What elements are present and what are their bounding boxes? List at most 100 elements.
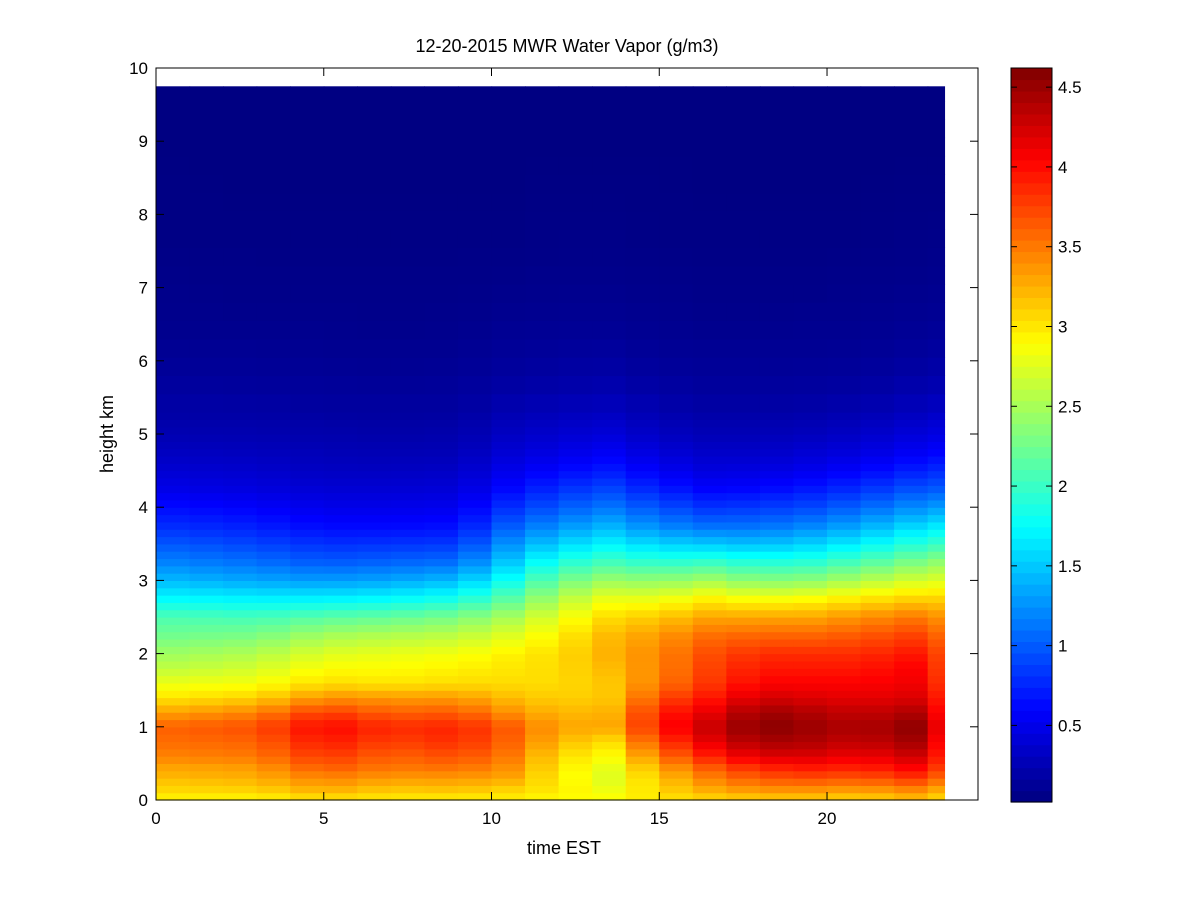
- heatmap-cell: [558, 283, 593, 303]
- heatmap-cell: [894, 210, 929, 230]
- heatmap-cell: [156, 638, 191, 647]
- heatmap-cell: [357, 419, 392, 428]
- heatmap-cell: [156, 320, 191, 340]
- heatmap-cell: [759, 558, 795, 567]
- heatmap-cell: [323, 357, 358, 377]
- heatmap-cell: [894, 726, 929, 735]
- heatmap-cell: [759, 210, 795, 230]
- heatmap-cell: [357, 712, 392, 721]
- heatmap-cell: [592, 357, 627, 377]
- heatmap-cell: [860, 492, 895, 501]
- heatmap-cell: [424, 174, 459, 194]
- heatmap-cell: [592, 792, 627, 801]
- heatmap-cell: [156, 719, 191, 728]
- heatmap-cell: [256, 668, 291, 677]
- heatmap-cell: [692, 646, 727, 655]
- heatmap-cell: [558, 119, 593, 139]
- heatmap-cell: [525, 100, 560, 120]
- heatmap-cell: [692, 558, 727, 567]
- heatmap-cell: [525, 551, 560, 560]
- heatmap-cell: [827, 690, 862, 699]
- heatmap-cell: [156, 393, 191, 413]
- heatmap-cell: [659, 412, 694, 420]
- heatmap-cell: [256, 609, 291, 618]
- heatmap-cell: [357, 734, 392, 743]
- colorbar-bin: [1011, 698, 1052, 711]
- heatmap-cell: [491, 543, 526, 552]
- heatmap-cell: [659, 441, 694, 450]
- heatmap-cell: [659, 719, 694, 728]
- heatmap-cell: [692, 514, 727, 523]
- heatmap-cell: [625, 302, 660, 322]
- heatmap-cell: [223, 393, 258, 413]
- heatmap-cell: [390, 514, 426, 523]
- heatmap-cell: [726, 602, 761, 611]
- heatmap-cell: [189, 192, 224, 212]
- heatmap-cell: [558, 86, 593, 102]
- heatmap-cell: [390, 602, 426, 611]
- heatmap-cell: [256, 543, 291, 552]
- heatmap-cell: [457, 302, 493, 322]
- heatmap-cell: [592, 265, 627, 285]
- heatmap-cell: [156, 434, 191, 442]
- heatmap-cell: [759, 551, 795, 560]
- heatmap-cell: [860, 756, 895, 764]
- heatmap-cell: [156, 624, 191, 633]
- heatmap-cell: [625, 477, 660, 486]
- heatmap-cell: [759, 624, 795, 633]
- heatmap-cell: [390, 477, 426, 486]
- heatmap-cell: [625, 320, 660, 340]
- heatmap-cell: [827, 302, 862, 322]
- heatmap-cell: [290, 174, 325, 194]
- heatmap-cell: [424, 536, 459, 545]
- heatmap-cell: [223, 756, 258, 764]
- heatmap-cell: [894, 455, 929, 464]
- heatmap-cell: [156, 155, 191, 175]
- heatmap-cell: [860, 485, 895, 494]
- heatmap-cell: [894, 778, 929, 786]
- heatmap-cell: [457, 210, 493, 230]
- heatmap-cell: [827, 210, 862, 230]
- heatmap-cell: [927, 155, 946, 175]
- heatmap-cell: [323, 624, 358, 633]
- heatmap-cell: [793, 719, 828, 728]
- heatmap-cell: [759, 470, 795, 479]
- heatmap-cell: [592, 485, 627, 494]
- heatmap-cell: [357, 792, 392, 801]
- heatmap-cell: [793, 756, 828, 764]
- heatmap-cell: [692, 595, 727, 603]
- heatmap-cell: [290, 283, 325, 303]
- heatmap-cell: [558, 338, 593, 358]
- heatmap-cell: [357, 229, 392, 248]
- heatmap-cell: [457, 357, 493, 377]
- heatmap-cell: [558, 441, 593, 450]
- heatmap-cell: [156, 595, 191, 603]
- heatmap-cell: [323, 660, 358, 669]
- heatmap-cell: [256, 785, 291, 794]
- heatmap-cell: [223, 529, 258, 538]
- heatmap-cell: [659, 485, 694, 494]
- heatmap-cell: [189, 682, 224, 691]
- heatmap-cell: [256, 247, 291, 267]
- heatmap-cell: [156, 463, 191, 472]
- heatmap-cell: [793, 419, 828, 428]
- heatmap-cell: [759, 192, 795, 212]
- heatmap-cell: [692, 492, 727, 501]
- heatmap-cell: [592, 477, 627, 486]
- heatmap-cell: [424, 631, 459, 640]
- heatmap-cell: [827, 719, 862, 728]
- heatmap-cell: [357, 653, 392, 662]
- heatmap-cell: [759, 646, 795, 655]
- heatmap-cell: [927, 477, 946, 486]
- heatmap-cell: [323, 638, 358, 647]
- heatmap-cell: [491, 357, 526, 377]
- heatmap-cell: [525, 668, 560, 677]
- heatmap-cell: [625, 86, 660, 102]
- heatmap-cell: [726, 785, 761, 794]
- heatmap-cell: [827, 734, 862, 743]
- heatmap-cell: [256, 704, 291, 713]
- heatmap-cell: [927, 100, 946, 120]
- heatmap-cell: [357, 756, 392, 764]
- heatmap-cell: [156, 778, 191, 786]
- heatmap-cell: [256, 434, 291, 442]
